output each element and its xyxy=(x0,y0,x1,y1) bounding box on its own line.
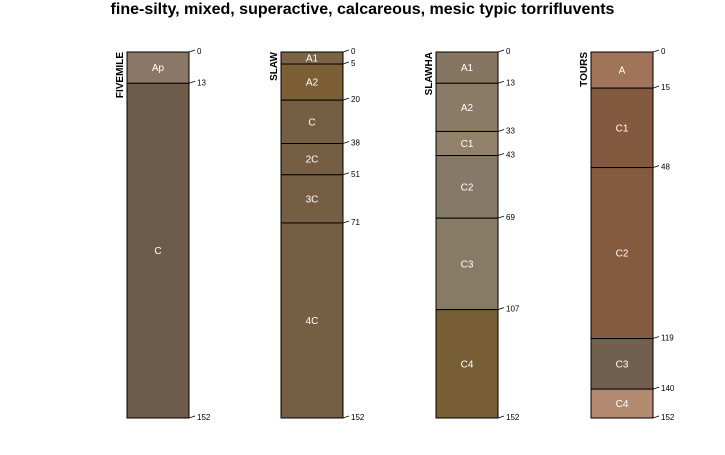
depth-tick xyxy=(188,80,196,84)
horizon-label: A2 xyxy=(461,103,474,114)
depth-label: 0 xyxy=(506,47,511,56)
depth-tick xyxy=(497,153,505,156)
depth-tick xyxy=(497,80,505,84)
horizon-slawha-c1 xyxy=(435,130,499,157)
horizon-tours-a xyxy=(590,51,654,89)
depth-tick xyxy=(342,97,350,101)
depth-tick xyxy=(497,307,505,311)
depth-label: 13 xyxy=(506,78,515,87)
horizon-label: C1 xyxy=(616,123,629,134)
horizon-label: Ap xyxy=(152,63,165,74)
depth-tick xyxy=(342,61,350,65)
horizon-slawha-a2 xyxy=(435,82,499,132)
horizon-label: A1 xyxy=(306,54,319,65)
depth-label: 152 xyxy=(661,413,675,422)
horizon-slawha-a1 xyxy=(435,51,499,84)
depth-tick xyxy=(342,172,350,176)
profile-name-tours: TOURS xyxy=(579,52,590,87)
depth-label: 140 xyxy=(661,384,675,393)
horizon-slawha-c4 xyxy=(435,309,499,419)
depth-label: 0 xyxy=(661,47,666,56)
depth-tick xyxy=(497,415,505,419)
depth-label: 152 xyxy=(506,413,520,422)
depth-label: 5 xyxy=(351,59,356,68)
depth-tick xyxy=(342,141,350,144)
horizon-label: 3C xyxy=(306,194,319,205)
depth-label: 48 xyxy=(661,163,670,172)
horizon-label: C3 xyxy=(616,359,629,370)
horizon-fivemile-c xyxy=(126,82,190,419)
depth-tick xyxy=(188,49,196,53)
horizon-label: C1 xyxy=(461,139,474,150)
depth-label: 0 xyxy=(197,47,202,56)
depth-tick xyxy=(188,415,196,419)
horizon-tours-c3 xyxy=(590,338,654,390)
depth-tick xyxy=(652,336,660,339)
depth-tick xyxy=(652,165,660,168)
horizon-label: A2 xyxy=(306,78,319,89)
depth-label: 107 xyxy=(506,305,520,314)
horizon-slaw-a2 xyxy=(280,63,344,101)
horizon-label: C xyxy=(308,117,315,128)
depth-label: 43 xyxy=(506,151,515,160)
depth-label: 0 xyxy=(351,47,356,56)
horizon-label: A xyxy=(619,66,626,77)
depth-label: 38 xyxy=(351,139,360,148)
depth-label: 15 xyxy=(661,83,670,92)
horizon-tours-c4 xyxy=(590,388,654,419)
profile-name-slawha: SLAWHA xyxy=(424,52,435,95)
depth-tick xyxy=(652,85,660,89)
depth-tick xyxy=(497,129,505,132)
depth-label: 152 xyxy=(197,413,211,422)
depth-tick xyxy=(652,386,660,390)
depth-label: 13 xyxy=(197,78,206,87)
depth-tick xyxy=(342,220,350,224)
depth-label: 69 xyxy=(506,213,515,222)
depth-label: 33 xyxy=(506,126,515,135)
depth-label: 152 xyxy=(351,413,365,422)
horizon-label: C3 xyxy=(461,259,474,270)
horizon-label: 2C xyxy=(306,155,319,166)
horizon-tours-c2 xyxy=(590,167,654,340)
depth-label: 119 xyxy=(661,334,674,343)
depth-tick xyxy=(342,49,350,53)
horizon-slawha-c3 xyxy=(435,217,499,311)
horizon-label: C2 xyxy=(616,249,629,260)
depth-label: 51 xyxy=(351,170,360,179)
horizon-fivemile-ap xyxy=(126,51,190,84)
horizon-label: 4C xyxy=(306,316,319,327)
depth-tick xyxy=(342,415,350,419)
chart-title: fine-silty, mixed, superactive, calcareo… xyxy=(110,1,615,18)
depth-tick xyxy=(497,215,505,219)
depth-tick xyxy=(652,49,660,53)
horizon-label: A1 xyxy=(461,63,474,74)
depth-tick xyxy=(497,49,505,53)
horizon-label: C2 xyxy=(461,182,474,193)
profile-name-slaw: SLAW xyxy=(269,51,280,80)
horizon-label: C4 xyxy=(616,399,629,410)
depth-tick xyxy=(652,415,660,419)
profile-name-fivemile: FIVEMILE xyxy=(115,52,126,98)
horizon-label: C xyxy=(154,246,161,257)
depth-label: 71 xyxy=(351,218,360,227)
horizon-label: C4 xyxy=(461,359,474,370)
depth-label: 20 xyxy=(351,95,360,104)
horizon-slaw-4c xyxy=(280,222,344,419)
horizon-tours-c1 xyxy=(590,87,654,169)
